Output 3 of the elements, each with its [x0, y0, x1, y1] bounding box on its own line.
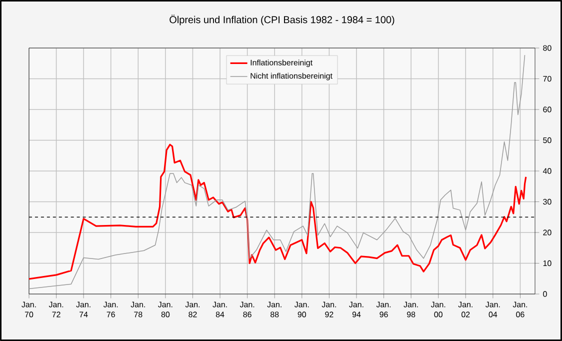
- chart-title: Ölpreis und Inflation (CPI Basis 1982 - 1984 = 100): [170, 14, 394, 26]
- line-series: [29, 144, 527, 280]
- line-series: [29, 54, 526, 290]
